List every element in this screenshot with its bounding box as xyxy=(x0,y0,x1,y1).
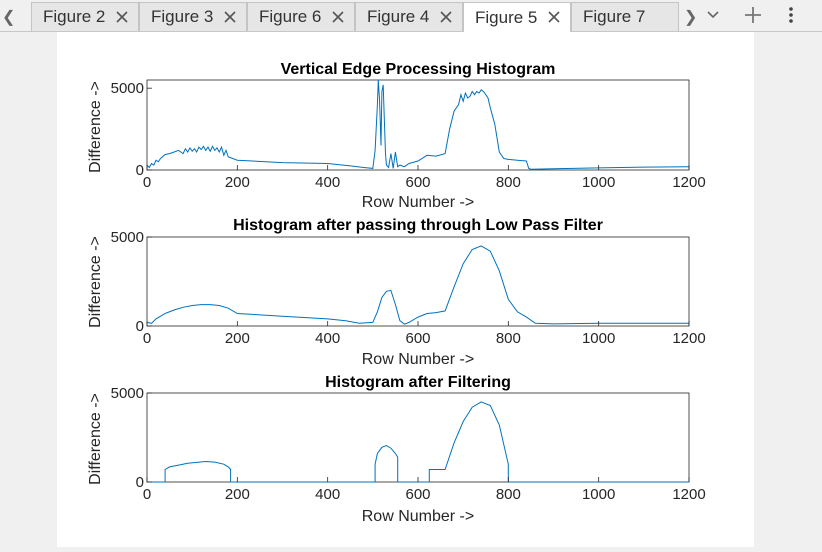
y-axis-label: Difference -> xyxy=(87,81,104,173)
x-tick-label: 800 xyxy=(496,330,521,347)
series-line xyxy=(147,401,689,483)
tab-label: Figure 4 xyxy=(367,7,430,26)
chevron-down-icon[interactable] xyxy=(703,4,723,26)
axis-ticks: 0 200 400 600 800 1000 1200 0 5000 xyxy=(111,80,706,191)
tab-figure-6[interactable]: Figure 6 xyxy=(247,2,355,31)
tab-figure-3[interactable]: Figure 3 xyxy=(139,2,247,31)
chevron-left-icon[interactable]: ❮ xyxy=(2,9,16,26)
subplot-2: Histogram after passing through Low Pass… xyxy=(87,217,706,368)
tab-figure-2[interactable]: Figure 2 xyxy=(31,2,139,31)
y-tick-label: 5000 xyxy=(111,385,144,402)
series-line xyxy=(146,79,690,170)
axis-ticks: 0 200 400 600 800 1000 1200 0 5000 xyxy=(111,385,706,503)
x-tick-label: 600 xyxy=(405,174,430,191)
axes-box xyxy=(146,392,690,483)
tab-figure-5[interactable]: Figure 5 xyxy=(463,2,571,32)
tab-label: Figure 6 xyxy=(259,7,322,26)
x-tick-label: 800 xyxy=(496,174,521,191)
subplot-title: Histogram after Filtering xyxy=(325,374,511,391)
x-tick-label: 0 xyxy=(143,486,151,503)
axes-box xyxy=(146,79,690,171)
y-axis-label: Difference -> xyxy=(87,393,104,485)
tab-label: Figure 5 xyxy=(475,7,538,27)
x-tick-label: 400 xyxy=(315,174,340,191)
y-tick-label: 5000 xyxy=(111,229,144,246)
tab-label: Figure 2 xyxy=(43,7,106,26)
side-panel xyxy=(754,32,822,547)
tab-figure-7[interactable]: Figure 7 xyxy=(571,2,679,31)
tab-label: Figure 3 xyxy=(151,7,214,26)
x-tick-label: 1000 xyxy=(582,330,615,347)
x-tick-label: 1000 xyxy=(582,174,615,191)
subplot-title: Histogram after passing through Low Pass… xyxy=(233,217,603,234)
close-icon[interactable] xyxy=(330,9,346,25)
axes-box xyxy=(146,236,690,327)
y-tick-label: 0 xyxy=(136,318,144,335)
subplot-title: Vertical Edge Processing Histogram xyxy=(281,61,556,78)
close-icon[interactable] xyxy=(546,9,562,25)
plus-icon[interactable] xyxy=(743,4,763,26)
x-axis-label: Row Number -> xyxy=(362,351,474,368)
y-tick-label: 0 xyxy=(136,162,144,179)
x-tick-label: 200 xyxy=(225,486,250,503)
tab-bar-divider xyxy=(0,31,822,32)
subplot-3: Histogram after Filtering Difference -> … xyxy=(87,374,706,525)
x-tick-label: 1200 xyxy=(672,174,705,191)
tab-figure-4[interactable]: Figure 4 xyxy=(355,2,463,31)
chevron-right-icon[interactable]: ❯ xyxy=(684,9,698,26)
y-tick-label: 0 xyxy=(136,474,144,491)
x-tick-label: 200 xyxy=(225,174,250,191)
close-icon[interactable] xyxy=(438,9,454,25)
x-axis-label: Row Number -> xyxy=(362,508,474,525)
kebab-menu-icon[interactable] xyxy=(781,4,801,26)
x-tick-label: 600 xyxy=(405,486,430,503)
close-icon[interactable] xyxy=(222,9,238,25)
subplot-1: Vertical Edge Processing Histogram Diffe… xyxy=(87,61,706,211)
figure-plots: Vertical Edge Processing Histogram Diffe… xyxy=(87,61,706,525)
y-tick-label: 5000 xyxy=(111,80,144,97)
x-tick-label: 0 xyxy=(143,174,151,191)
x-tick-label: 0 xyxy=(143,330,151,347)
x-tick-label: 800 xyxy=(496,486,521,503)
x-tick-label: 1000 xyxy=(582,486,615,503)
tab-bar: ❮ Figure 2 Figure 3 Figure 6 Figure 4 Fi… xyxy=(0,0,822,32)
x-tick-label: 400 xyxy=(315,486,340,503)
figure-canvas: Vertical Edge Processing Histogram Diffe… xyxy=(57,32,754,547)
axis-ticks: 0 200 400 600 800 1000 1200 0 5000 xyxy=(111,229,706,347)
x-tick-label: 1200 xyxy=(672,486,705,503)
y-axis-label: Difference -> xyxy=(87,236,104,328)
series-line xyxy=(146,245,689,325)
x-tick-label: 400 xyxy=(315,330,340,347)
close-icon[interactable] xyxy=(114,9,130,25)
x-axis-label: Row Number -> xyxy=(362,194,474,211)
x-tick-label: 600 xyxy=(405,330,430,347)
x-tick-label: 1200 xyxy=(672,330,705,347)
tab-label: Figure 7 xyxy=(583,7,646,26)
x-tick-label: 200 xyxy=(225,330,250,347)
